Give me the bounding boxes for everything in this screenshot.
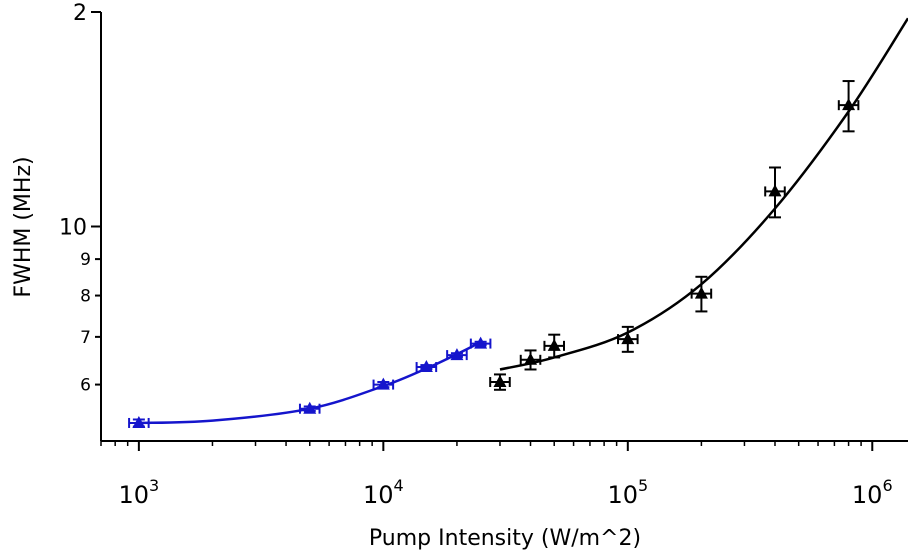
series-1 [128,336,492,428]
y-tick-label: 8 [80,287,91,307]
triangle-marker [621,332,635,345]
data-point [446,348,468,361]
x-tick-label: 103 [119,476,160,509]
triangle-marker [547,338,561,351]
fit-curve [499,17,908,371]
series-2 [489,17,908,391]
y-tick-label: 2 [73,1,87,26]
data-point [469,336,492,349]
y-tick-label: 9 [80,250,91,270]
data-point [690,275,713,313]
triangle-marker [450,348,464,361]
triangle-marker [419,360,433,373]
data-point [489,373,511,391]
data-point [415,360,438,373]
data-point [372,377,395,390]
data-point [837,80,860,133]
triangle-marker [303,401,317,414]
triangle-marker [474,336,488,349]
x-tick-label: 104 [363,476,404,509]
x-tick-label: 106 [852,476,893,509]
triangle-marker [524,352,538,365]
series-layer [128,17,908,428]
y-axis-title: FWHM (MHz) [11,156,36,297]
data-point [519,349,542,371]
y-tick-label: 6 [80,376,91,396]
axes: 103 104 105 106 6 7 8 9 10 2 [59,1,908,509]
triangle-marker [694,286,708,299]
data-point [617,325,639,353]
y-tick-label: 10 [59,216,87,241]
triangle-marker [376,377,390,390]
data-point [298,401,321,414]
data-point [543,333,565,359]
triangle-marker [132,415,146,428]
triangle-marker [768,184,782,197]
data-point [764,166,786,219]
x-tick-label: 105 [607,476,648,509]
data-point [128,415,150,428]
triangle-marker [842,98,856,111]
x-axis-title: Pump Intensity (W/m^2) [369,526,641,551]
y-tick-label: 7 [80,328,91,348]
triangle-marker [493,375,507,388]
